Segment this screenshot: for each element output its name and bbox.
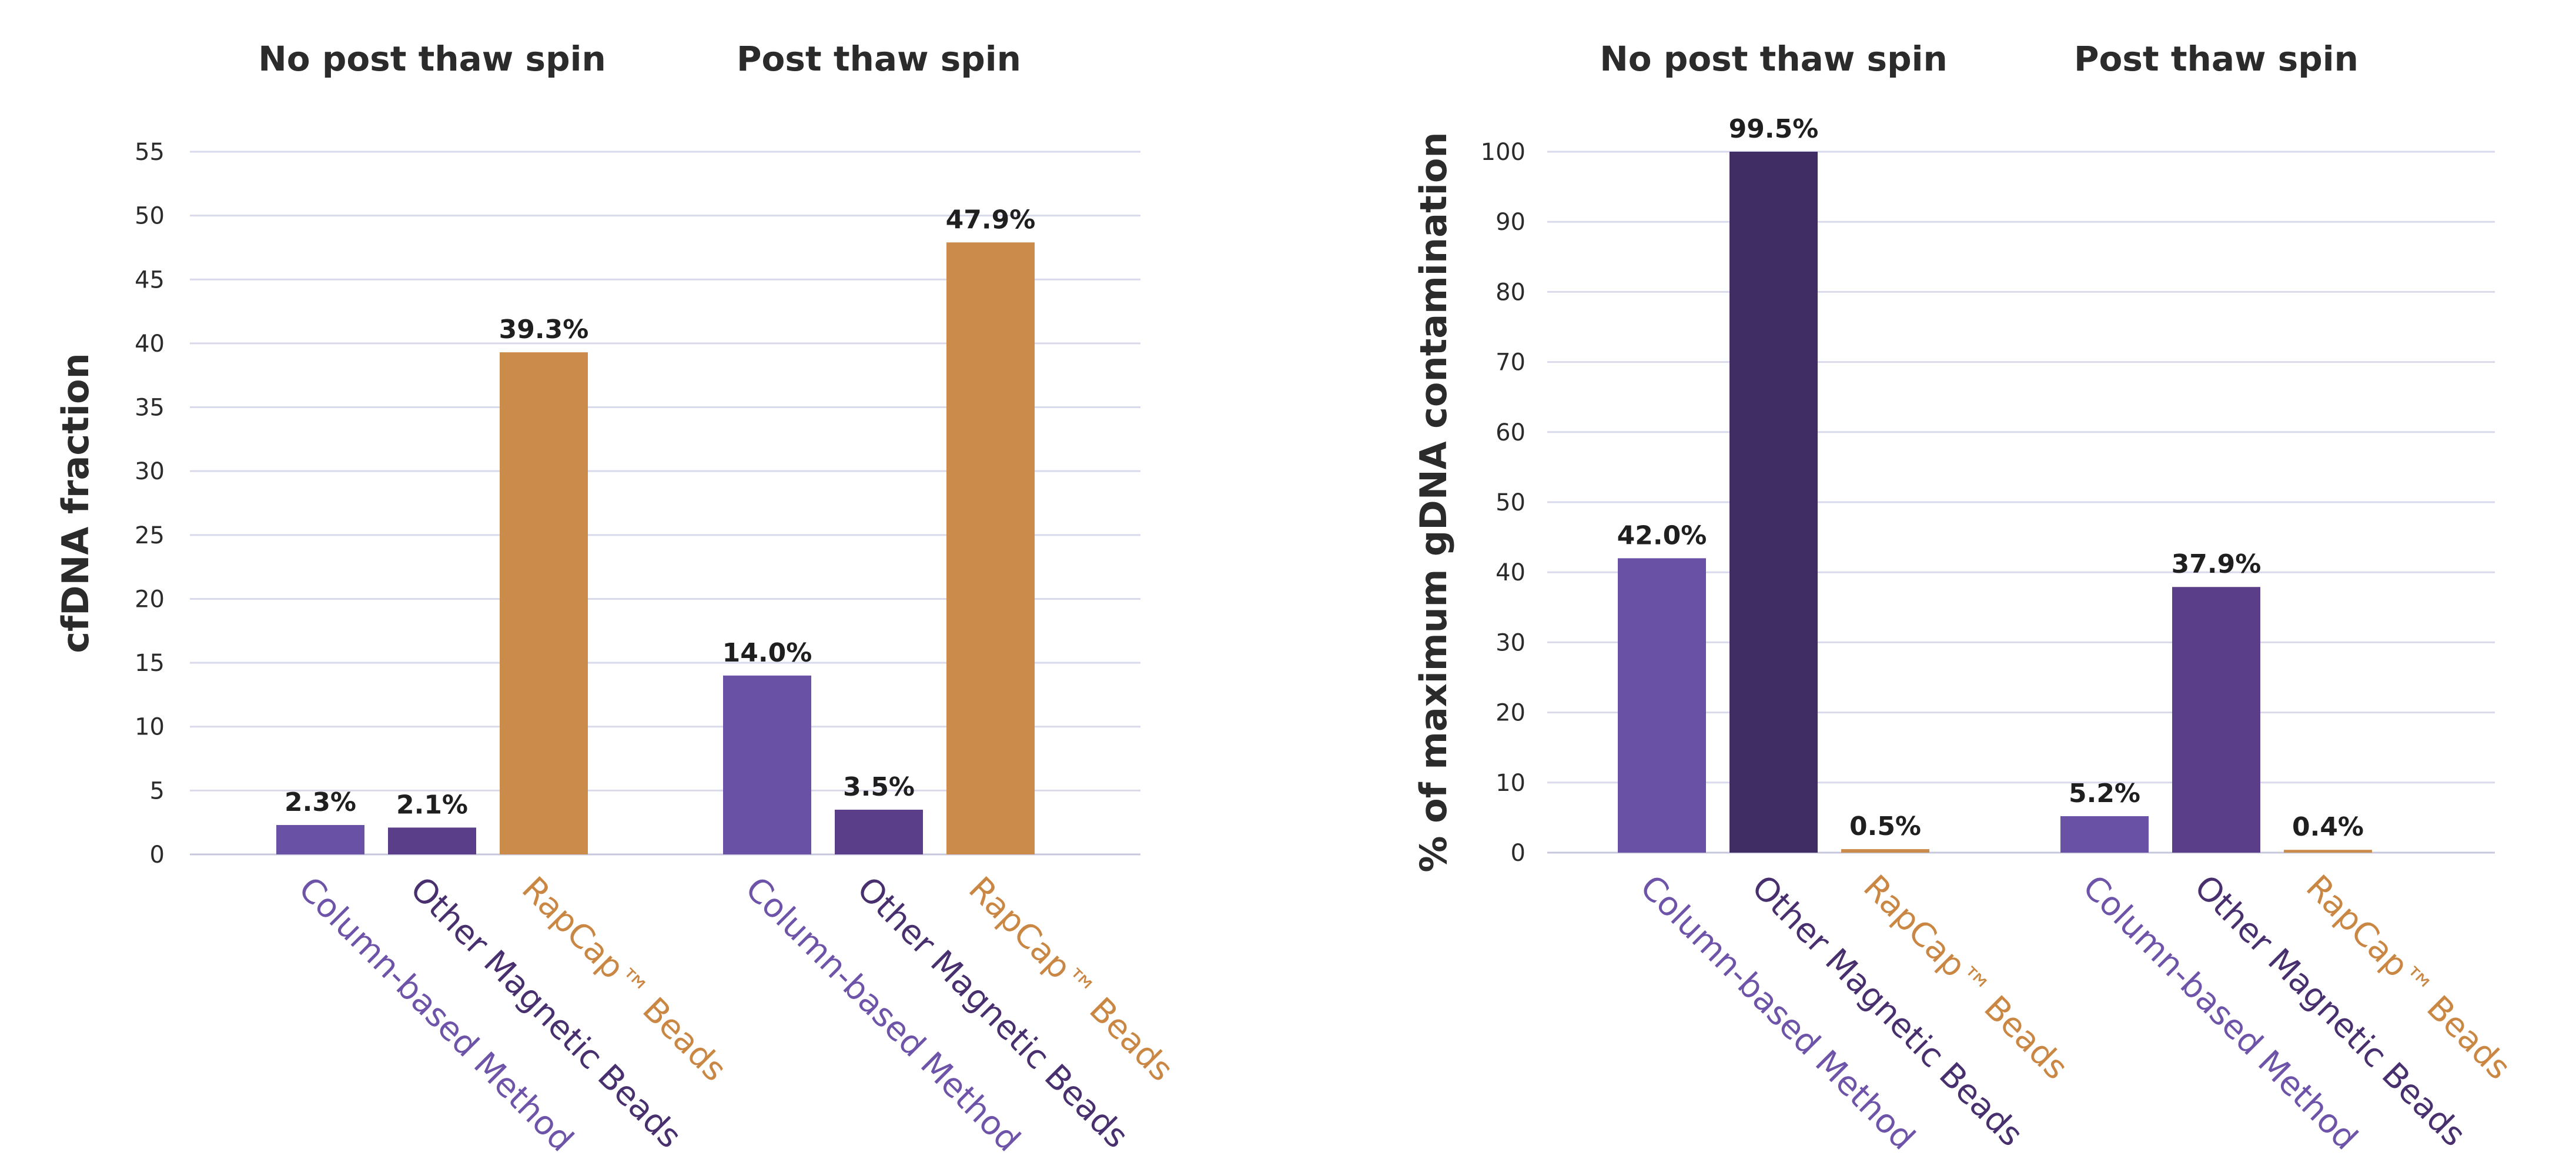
cfdna-fraction-chart: 0 5 10 15 20 25 30 35 40 45 50 55 cfDNA fraction No p… [54, 39, 1180, 1159]
data-label: 39.3% [499, 315, 589, 345]
group-title: No post thaw spin [258, 39, 606, 79]
bar [2060, 816, 2149, 853]
data-label: 5.2% [2069, 779, 2140, 809]
y-tick-label: 0 [1511, 840, 1525, 867]
y-tick-label: 30 [135, 458, 165, 485]
y-tick-label: 20 [1496, 700, 1525, 727]
bar [2284, 850, 2372, 853]
group-title: Post thaw spin [2074, 39, 2358, 79]
y-tick-label: 80 [1496, 279, 1525, 306]
y-tick-label: 55 [135, 139, 165, 166]
y-tick-label: 60 [1496, 419, 1525, 446]
y-tick-label: 25 [135, 522, 165, 549]
y-tick-label: 70 [1496, 349, 1525, 376]
bar [1841, 849, 1929, 853]
category-label: RapCap™ Beads [961, 870, 1180, 1089]
y-tick-label: 45 [135, 266, 165, 293]
y-tick-label: 10 [135, 714, 165, 741]
data-label: 47.9% [946, 205, 1036, 235]
data-label: 2.3% [285, 787, 356, 817]
data-label: 2.1% [396, 790, 468, 820]
bar [835, 809, 923, 854]
gdna-contamination-chart: 0 10 20 30 40 50 60 70 80 90 100 % of maximum gDNA … [1412, 39, 2518, 1157]
y-tick-label: 30 [1496, 629, 1525, 656]
category-label: RapCap™ Beads [1856, 868, 2075, 1087]
y-tick-label: 20 [135, 586, 165, 613]
bar [2172, 587, 2260, 853]
data-label: 37.9% [2172, 549, 2261, 579]
data-label: 0.4% [2292, 812, 2364, 842]
y-tick-label: 100 [1481, 139, 1525, 166]
y-tick-label: 50 [135, 203, 165, 230]
bar [1729, 152, 1818, 853]
y-tick-label: 90 [1496, 209, 1525, 236]
y-tick-label: 10 [1496, 770, 1525, 797]
y-tick-label: 50 [1496, 489, 1525, 516]
y-axis-title: % of maximum gDNA contamination [1412, 132, 1455, 872]
y-tick-label: 40 [135, 330, 165, 358]
group-title: No post thaw spin [1600, 39, 1948, 79]
category-label: RapCap™ Beads [514, 870, 734, 1089]
data-label: 0.5% [1849, 811, 1921, 841]
y-tick-label: 5 [150, 777, 165, 804]
bar [500, 352, 588, 854]
bar [276, 825, 364, 854]
bar [388, 827, 476, 854]
y-axis-title: cfDNA fraction [54, 353, 97, 653]
group-title: Post thaw spin [737, 39, 1021, 79]
data-label: 42.0% [1617, 520, 1707, 550]
data-label: 99.5% [1729, 114, 1819, 144]
y-tick-label: 0 [150, 841, 165, 869]
category-label: RapCap™ Beads [2299, 868, 2518, 1087]
bar [723, 675, 811, 854]
bar [1618, 558, 1706, 853]
data-label: 14.0% [722, 638, 812, 668]
y-tick-label: 40 [1496, 559, 1525, 586]
y-tick-label: 15 [135, 650, 165, 677]
data-label: 3.5% [843, 772, 915, 802]
y-tick-label: 35 [135, 395, 165, 422]
bar [946, 242, 1035, 854]
